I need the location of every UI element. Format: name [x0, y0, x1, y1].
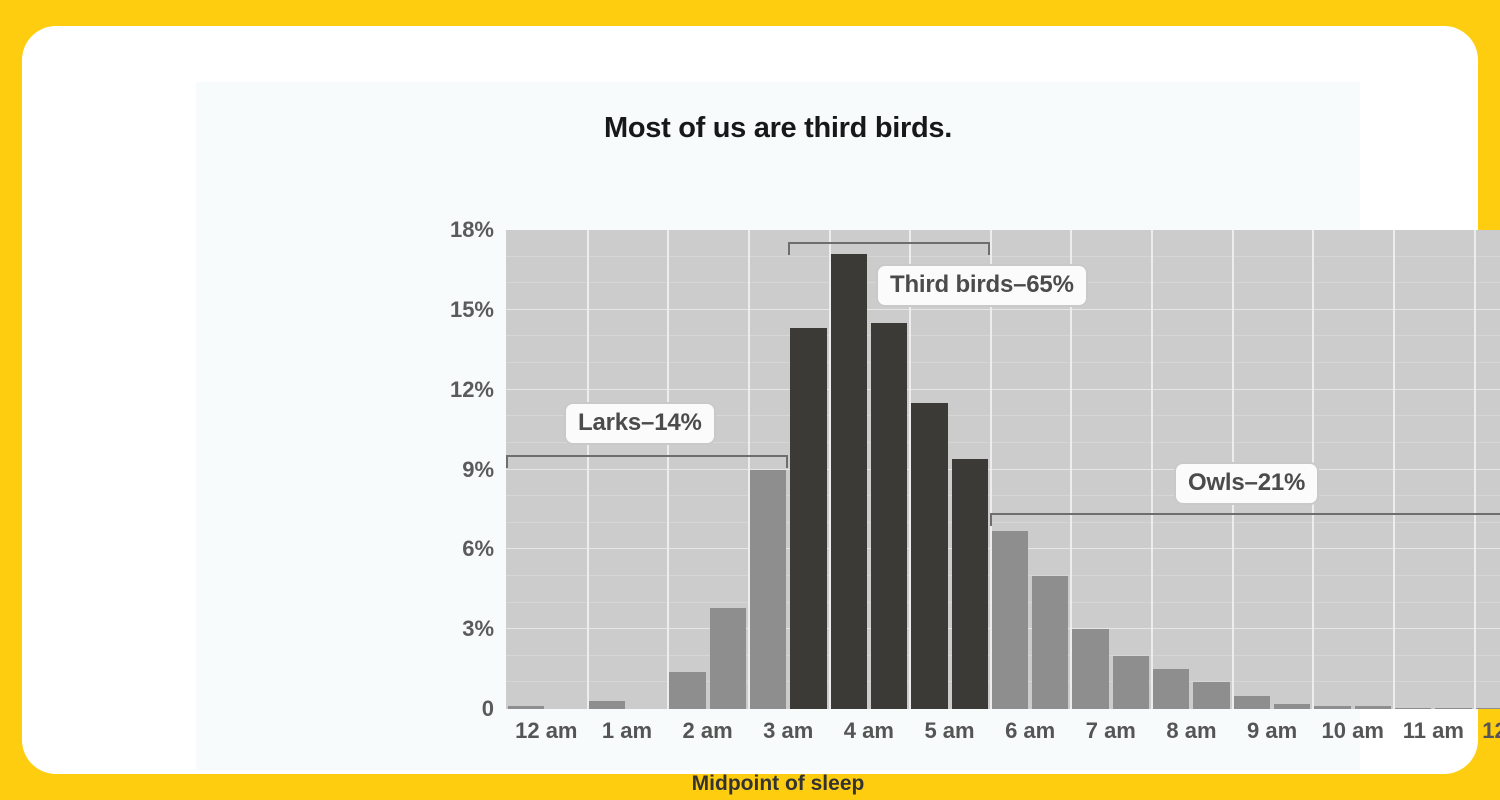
gridline-vertical [909, 230, 912, 709]
bar [1032, 575, 1069, 709]
gridline-vertical [989, 230, 992, 709]
y-tick-label: 9% [462, 456, 494, 482]
x-tick-label: 3 am [763, 718, 814, 743]
gridline-horizontal [506, 468, 1500, 470]
gridline-horizontal [506, 335, 1500, 337]
gridline-horizontal [506, 388, 1500, 390]
gridline-horizontal [506, 308, 1500, 310]
x-tick-label: 7 am [1085, 718, 1136, 743]
bar [1354, 706, 1392, 709]
gridline-horizontal [506, 255, 1500, 257]
y-tick-label: 12% [449, 376, 494, 402]
gridline-vertical [1070, 230, 1073, 709]
x-tick-label: 9 am [1247, 718, 1298, 743]
bar [709, 607, 746, 709]
bar [1274, 703, 1311, 709]
gridline-vertical [1473, 230, 1476, 709]
y-tick-label: 15% [449, 296, 494, 322]
chart-title: Most of us are third birds. [604, 112, 952, 144]
gridline-horizontal [506, 441, 1500, 443]
x-axis-ticks: 12 am 1 am 2 am 3 am 4 am 5 am 6 am 7 am 8 am 9 a… [506, 718, 1500, 754]
gridline-horizontal [506, 415, 1500, 417]
bar [991, 530, 1029, 709]
bar [1314, 706, 1351, 709]
bar [1193, 682, 1230, 709]
bar [1435, 707, 1472, 709]
x-tick-label: 12 am [515, 718, 578, 743]
y-tick-label: 18% [449, 217, 494, 242]
bar [1153, 669, 1190, 709]
y-tick-label: 6% [462, 536, 494, 562]
annotation-badge-third_birds: Third birds–65% [876, 264, 1088, 307]
bar [1395, 707, 1432, 709]
bar [790, 328, 827, 709]
gridline-vertical [828, 230, 831, 709]
gridline-vertical [747, 230, 750, 709]
gridline-horizontal [506, 495, 1500, 497]
bar [749, 469, 787, 709]
annotation-bracket-owls [989, 513, 1500, 526]
bar [1112, 655, 1150, 709]
y-tick-label: 0 [481, 696, 494, 721]
annotation-badge-larks: Larks–14% [564, 402, 716, 445]
x-tick-label: 5 am [924, 718, 975, 743]
x-tick-label: 6 am [1005, 718, 1056, 743]
y-axis-ticks: 0 3% 6% 9% 12% 15% 18% [382, 217, 494, 721]
annotation-bracket-third_birds [788, 242, 990, 255]
bar [870, 323, 908, 709]
annotation-badge-owls: Owls–21% [1174, 462, 1320, 505]
gridline-horizontal [506, 362, 1500, 364]
x-tick-label: 12 pm [1482, 718, 1500, 743]
y-tick-label: 3% [462, 616, 494, 642]
x-tick-label: 11 am [1402, 718, 1464, 743]
gridline-vertical [586, 230, 589, 709]
gridline-horizontal [506, 521, 1500, 523]
x-axis-label: Midpoint of sleep [691, 772, 865, 795]
gridline-vertical [667, 230, 670, 709]
x-tick-label: 4 am [843, 718, 894, 743]
bar [1475, 707, 1500, 709]
x-tick-label: 2 am [682, 718, 733, 743]
bar [951, 458, 988, 709]
bar [911, 402, 948, 709]
x-tick-label: 8 am [1166, 718, 1217, 743]
gridline-vertical [1151, 230, 1154, 709]
annotation-bracket-larks [506, 455, 789, 468]
chart-panel: Most of us are third birds. Percentage o… [196, 82, 1500, 795]
x-tick-label: 1 am [601, 718, 653, 743]
bar [1233, 695, 1271, 709]
white-card: Most of us are third birds. Percentage o… [22, 26, 1500, 795]
bar [669, 671, 706, 709]
gridline-vertical [1393, 230, 1396, 709]
bar [588, 701, 625, 709]
y-axis-label-holder: Percentage of population [56, 372, 416, 402]
bar [1072, 629, 1109, 709]
plot-area [506, 230, 1500, 709]
bar [508, 706, 545, 709]
x-tick-label: 10 am [1321, 718, 1384, 743]
bar [830, 253, 867, 709]
